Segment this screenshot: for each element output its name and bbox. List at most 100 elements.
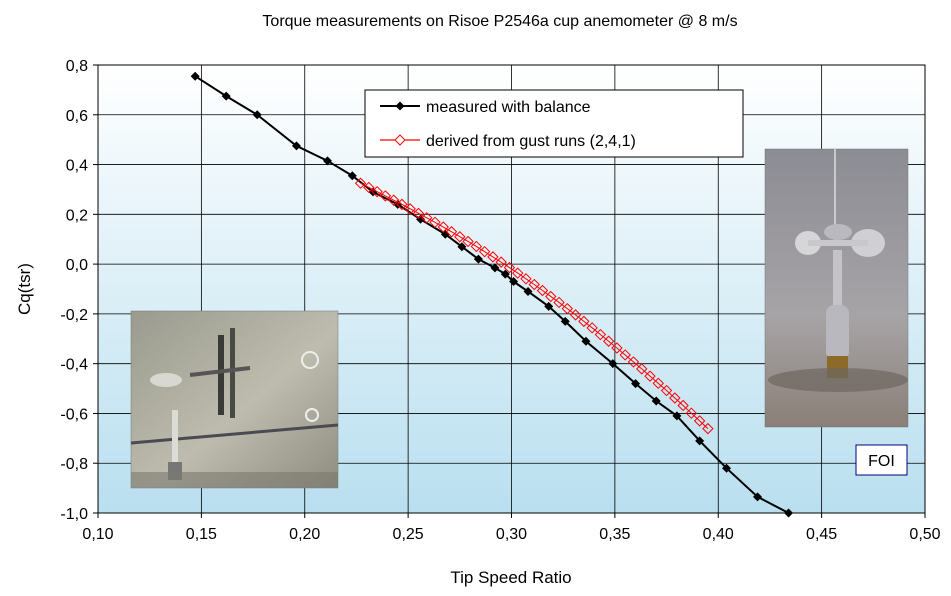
- data-point-gust: [536, 284, 549, 297]
- data-point-measured: [490, 263, 500, 273]
- y-tick-labels: 0,8 0,6 0,4 0,2 0,0 -0,2 -0,4 -0,6 -0,8 -1,0: [60, 58, 98, 523]
- y-axis-label: Cq(tsr): [15, 263, 34, 315]
- data-point-measured: [581, 336, 591, 346]
- data-point-gust: [478, 245, 491, 258]
- data-point-gust: [685, 407, 698, 419]
- data-point-gust: [545, 290, 557, 303]
- cup-anemometer-photo: [764, 148, 909, 428]
- data-point-gust: [379, 190, 392, 202]
- data-point-measured: [190, 71, 200, 81]
- x-tick-label: 0,25: [393, 526, 424, 543]
- y-tick-label: -1,0: [60, 506, 88, 523]
- x-tick-label: 0,30: [496, 526, 527, 543]
- data-point-measured: [457, 242, 467, 252]
- y-tick-label: 0,4: [66, 158, 88, 175]
- data-point-measured: [523, 286, 533, 296]
- legend-label: measured with balance: [426, 99, 591, 116]
- data-point-gust: [669, 392, 681, 404]
- data-point-gust: [627, 356, 640, 368]
- legend: measured with balance derived from gust r…: [364, 89, 744, 158]
- data-point-gust: [445, 226, 458, 238]
- data-point-measured: [291, 141, 301, 151]
- data-point-measured: [221, 91, 231, 101]
- data-point-gust: [553, 296, 565, 309]
- x-tick-label: 0,40: [703, 526, 734, 543]
- x-axis-label: Tip Speed Ratio: [450, 568, 571, 587]
- data-point-gust: [503, 261, 516, 274]
- data-point-measured: [500, 269, 510, 279]
- data-point-gust: [569, 309, 582, 321]
- data-point-gust: [487, 251, 499, 263]
- series-line-gust: [360, 182, 709, 429]
- data-point-gust: [412, 207, 425, 220]
- data-point-gust: [421, 212, 433, 224]
- data-point-measured: [722, 463, 732, 473]
- data-point-gust: [387, 194, 400, 206]
- wind-tunnel-photo: [130, 310, 339, 489]
- foi-label: FOI: [868, 453, 895, 470]
- data-point-gust: [354, 177, 367, 189]
- x-tick-label: 0,10: [82, 526, 113, 543]
- series-group: [190, 71, 794, 518]
- legend-label: derived from gust runs (2,4,1): [426, 133, 636, 150]
- data-point-gust: [371, 185, 383, 198]
- legend-box: [364, 89, 744, 158]
- data-point-gust: [693, 415, 706, 427]
- data-point-measured: [322, 156, 332, 166]
- data-point-gust: [404, 203, 416, 215]
- data-point-measured: [347, 171, 357, 181]
- x-tick-label: 0,45: [806, 526, 837, 543]
- data-point-measured: [473, 254, 483, 264]
- x-tick-label: 0,15: [186, 526, 217, 543]
- data-point-measured: [784, 508, 794, 518]
- y-tick-label: -0,6: [60, 406, 88, 423]
- data-point-measured: [393, 199, 403, 209]
- y-tick-label: -0,4: [60, 357, 88, 374]
- y-tick-label: -0,2: [60, 307, 88, 324]
- data-point-gust: [454, 231, 466, 243]
- y-tick-label: 0,2: [66, 207, 88, 224]
- foi-annotation: FOI: [855, 444, 908, 476]
- data-point-measured: [672, 411, 682, 421]
- x-tick-label: 0,35: [599, 526, 630, 543]
- data-point-gust: [652, 377, 664, 390]
- x-tick-label: 0,50: [909, 526, 940, 543]
- data-point-measured: [651, 396, 661, 406]
- data-point-measured: [544, 301, 554, 311]
- y-tick-label: -0,8: [60, 456, 88, 473]
- data-point-gust: [619, 349, 631, 361]
- data-point-gust: [495, 256, 507, 268]
- y-tick-label: 0,6: [66, 108, 88, 125]
- data-point-gust: [586, 322, 598, 334]
- data-point-gust: [511, 267, 524, 279]
- data-point-measured: [753, 492, 763, 502]
- data-point-gust: [561, 302, 574, 315]
- data-point-measured: [560, 316, 570, 326]
- y-tick-label: 0,8: [66, 58, 88, 75]
- data-point-gust: [520, 273, 532, 285]
- data-point-measured: [695, 436, 705, 446]
- data-point-gust: [594, 328, 607, 341]
- data-point-gust: [636, 363, 648, 375]
- data-point-gust: [437, 221, 449, 233]
- data-point-measured: [608, 359, 618, 369]
- data-point-gust: [677, 399, 689, 412]
- chart-title: Torque measurements on Risoe P2546a cup …: [262, 13, 737, 30]
- data-point-measured: [509, 277, 519, 287]
- data-point-measured: [252, 110, 262, 120]
- data-point-gust: [644, 370, 656, 382]
- legend-swatch-marker: [395, 101, 405, 111]
- data-point-gust: [578, 315, 590, 328]
- data-point-gust: [660, 384, 673, 397]
- y-tick-label: 0,0: [66, 257, 88, 274]
- data-point-gust: [528, 278, 540, 291]
- data-point-gust: [470, 240, 483, 253]
- legend-swatch-marker: [394, 134, 406, 146]
- data-point-gust: [396, 198, 408, 211]
- data-point-gust: [611, 342, 623, 354]
- x-tick-label: 0,20: [289, 526, 320, 543]
- data-point-gust: [363, 181, 375, 194]
- data-point-gust: [702, 422, 714, 435]
